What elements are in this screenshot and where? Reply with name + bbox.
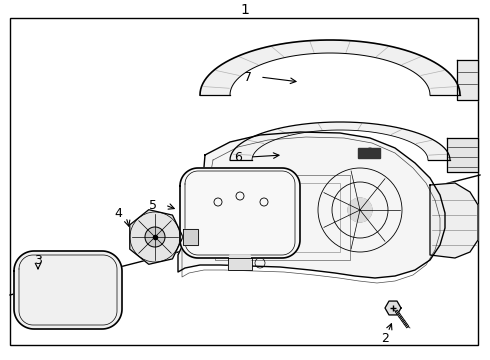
- Polygon shape: [130, 210, 183, 264]
- Polygon shape: [183, 229, 198, 245]
- Polygon shape: [180, 168, 300, 258]
- Polygon shape: [385, 301, 401, 315]
- Polygon shape: [358, 148, 380, 158]
- Text: 4: 4: [114, 207, 122, 220]
- Polygon shape: [14, 251, 122, 329]
- Polygon shape: [430, 183, 478, 258]
- Polygon shape: [230, 122, 450, 160]
- Circle shape: [145, 227, 165, 247]
- Text: 2: 2: [381, 332, 389, 345]
- Polygon shape: [228, 255, 252, 270]
- Text: 5: 5: [149, 198, 157, 212]
- Polygon shape: [200, 40, 460, 95]
- Text: 6: 6: [234, 150, 242, 163]
- Text: 1: 1: [241, 3, 249, 17]
- Polygon shape: [457, 60, 478, 100]
- Circle shape: [348, 198, 372, 222]
- Polygon shape: [178, 132, 445, 278]
- Text: 3: 3: [34, 253, 42, 266]
- Polygon shape: [447, 138, 478, 172]
- Text: 7: 7: [244, 71, 252, 84]
